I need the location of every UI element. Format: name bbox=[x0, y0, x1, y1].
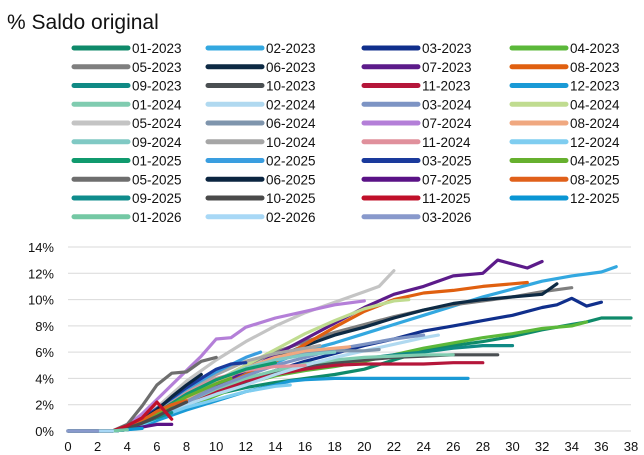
x-tick-label: 16 bbox=[298, 439, 312, 454]
legend-label: 03-2026 bbox=[422, 210, 472, 225]
x-tick-label: 30 bbox=[505, 439, 519, 454]
plot-area bbox=[66, 258, 633, 433]
chart-title: % Saldo original bbox=[7, 11, 159, 34]
legend-label: 07-2025 bbox=[422, 172, 472, 187]
legend-label: 10-2024 bbox=[266, 135, 316, 150]
y-tick-label: 14% bbox=[28, 240, 54, 255]
y-tick-label: 4% bbox=[35, 371, 54, 386]
legend: 01-2023 02-2023 03-2023 04-2023 05-2023 06-20… bbox=[71, 41, 620, 225]
legend-label: 09-2023 bbox=[132, 79, 182, 94]
legend-label: 11-2025 bbox=[422, 191, 471, 206]
legend-label: 05-2024 bbox=[132, 116, 182, 131]
legend-label: 07-2023 bbox=[422, 60, 472, 75]
y-tick-label: 10% bbox=[28, 293, 54, 308]
legend-label: 05-2023 bbox=[132, 60, 182, 75]
legend-label: 12-2025 bbox=[570, 191, 620, 206]
legend-label: 05-2025 bbox=[132, 172, 182, 187]
x-tick-label: 0 bbox=[64, 439, 71, 454]
x-tick-label: 6 bbox=[153, 439, 160, 454]
legend-label: 04-2024 bbox=[570, 97, 620, 112]
x-tick-label: 18 bbox=[327, 439, 341, 454]
x-tick-label: 12 bbox=[239, 439, 253, 454]
legend-label: 06-2024 bbox=[266, 116, 316, 131]
legend-label: 02-2025 bbox=[266, 154, 316, 169]
legend-label: 03-2023 bbox=[422, 41, 472, 56]
x-tick-label: 36 bbox=[594, 439, 608, 454]
legend-label: 02-2026 bbox=[266, 210, 316, 225]
legend-label: 02-2024 bbox=[266, 97, 316, 112]
legend-label: 10-2023 bbox=[266, 79, 316, 94]
legend-label: 01-2023 bbox=[132, 41, 182, 56]
y-axis: 0% 2% 4% 6% 8% 10% 12% 14% bbox=[28, 240, 54, 439]
gridlines bbox=[68, 246, 631, 432]
y-tick-label: 8% bbox=[35, 319, 54, 334]
series-line-02-2024 bbox=[66, 333, 440, 433]
legend-label: 01-2025 bbox=[132, 154, 182, 169]
legend-label: 10-2025 bbox=[266, 191, 316, 206]
y-tick-label: 0% bbox=[35, 424, 54, 439]
legend-label: 02-2023 bbox=[266, 41, 316, 56]
x-tick-label: 34 bbox=[565, 439, 579, 454]
x-tick-label: 32 bbox=[535, 439, 549, 454]
legend-label: 11-2023 bbox=[422, 79, 471, 94]
legend-label: 01-2024 bbox=[132, 97, 182, 112]
legend-label: 03-2025 bbox=[422, 154, 472, 169]
x-tick-label: 38 bbox=[624, 439, 638, 454]
x-axis: 0 2 4 6 8 10 12 14 16 18 20 22 24 26 28 30 32 34 36 38 bbox=[64, 439, 638, 454]
x-tick-label: 10 bbox=[209, 439, 223, 454]
x-tick-label: 2 bbox=[94, 439, 101, 454]
legend-label: 09-2025 bbox=[132, 191, 182, 206]
legend-label: 06-2023 bbox=[266, 60, 316, 75]
legend-label: 03-2024 bbox=[422, 97, 472, 112]
y-tick-label: 12% bbox=[28, 266, 54, 281]
legend-label: 11-2024 bbox=[422, 135, 471, 150]
x-tick-label: 24 bbox=[416, 439, 430, 454]
legend-label: 06-2025 bbox=[266, 172, 316, 187]
x-tick-label: 28 bbox=[476, 439, 490, 454]
y-tick-label: 2% bbox=[35, 398, 54, 413]
legend-label: 08-2025 bbox=[570, 172, 620, 187]
legend-label: 04-2023 bbox=[570, 41, 620, 56]
y-tick-label: 6% bbox=[35, 345, 54, 360]
legend-label: 04-2025 bbox=[570, 154, 620, 169]
x-tick-label: 20 bbox=[357, 439, 371, 454]
x-tick-label: 8 bbox=[183, 439, 190, 454]
legend-label: 08-2023 bbox=[570, 60, 620, 75]
legend-label: 12-2023 bbox=[570, 79, 620, 94]
x-tick-label: 26 bbox=[446, 439, 460, 454]
legend-label: 07-2024 bbox=[422, 116, 472, 131]
x-tick-label: 14 bbox=[268, 439, 282, 454]
legend-label: 12-2024 bbox=[570, 135, 620, 150]
x-tick-label: 22 bbox=[387, 439, 401, 454]
x-tick-label: 4 bbox=[124, 439, 131, 454]
legend-label: 09-2024 bbox=[132, 135, 182, 150]
legend-label: 01-2026 bbox=[132, 210, 182, 225]
legend-label: 08-2024 bbox=[570, 116, 620, 131]
